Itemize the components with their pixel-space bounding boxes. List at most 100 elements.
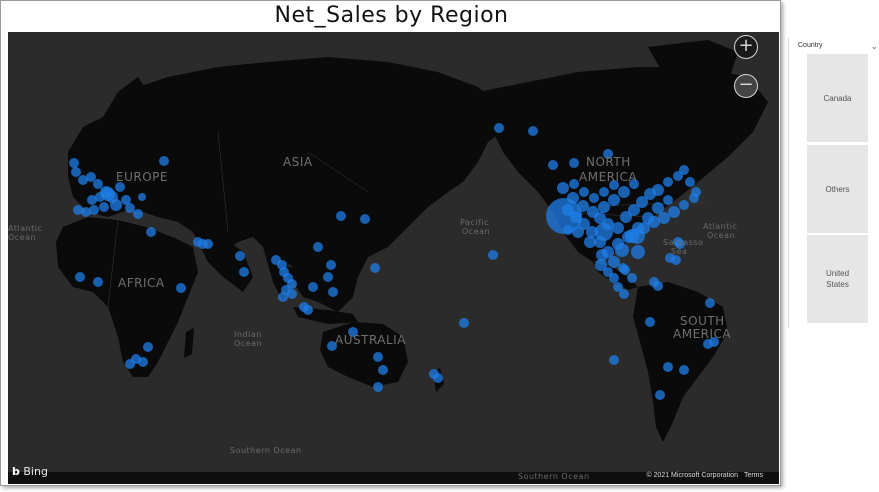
sales-bubble[interactable] [303,305,313,315]
chevron-down-icon[interactable]: ⌄ [870,41,878,51]
sales-bubble[interactable] [663,177,673,187]
sales-bubble[interactable] [360,214,370,224]
sales-bubble[interactable] [99,202,109,212]
sales-bubble[interactable] [313,242,323,252]
map-canvas[interactable]: ASIA EUROPE AFRICA NORTH AMERICA SOUTH A… [8,32,779,484]
sales-bubble[interactable] [459,318,469,328]
sales-bubble[interactable] [287,289,297,299]
sales-bubble[interactable] [131,354,141,364]
sales-bubble[interactable] [653,281,663,291]
sales-bubble[interactable] [87,195,97,205]
sales-bubble[interactable] [658,212,670,224]
sales-bubble[interactable] [86,172,96,182]
sales-bubble[interactable] [668,206,680,218]
sales-bubble[interactable] [671,255,681,265]
sales-bubble[interactable] [557,182,569,194]
sales-bubble[interactable] [278,292,288,302]
sales-bubble[interactable] [596,249,608,261]
sales-bubble[interactable] [629,179,639,189]
sales-bubble[interactable] [567,192,579,204]
sales-bubble[interactable] [612,222,624,234]
sales-bubble[interactable] [703,339,713,349]
sales-bubble[interactable] [378,365,388,375]
sales-bubble[interactable] [239,267,249,277]
sales-bubble[interactable] [584,236,596,248]
sales-bubble[interactable] [620,265,630,275]
sales-bubble[interactable] [652,184,664,196]
sales-bubble[interactable] [586,226,598,238]
zoom-out-button[interactable]: − [734,74,758,98]
sales-bubble[interactable] [336,211,346,221]
sales-bubble[interactable] [679,165,689,175]
slicer-option-others[interactable]: Others [807,145,868,233]
sales-bubble[interactable] [326,260,336,270]
sales-bubble[interactable] [89,205,99,215]
sales-bubble[interactable] [603,149,613,159]
sales-bubble[interactable] [69,158,79,168]
sales-bubble[interactable] [125,203,135,213]
sales-bubble[interactable] [663,195,673,205]
sales-bubble[interactable] [327,341,337,351]
sales-bubble[interactable] [705,298,715,308]
slicer-option-united-states[interactable]: United States [807,235,868,323]
sales-bubble[interactable] [595,223,613,241]
sales-bubble[interactable] [373,382,383,392]
sales-bubble[interactable] [620,211,632,223]
sales-bubble[interactable] [78,175,88,185]
sales-bubble[interactable] [569,158,579,168]
sales-bubble[interactable] [95,192,105,202]
sales-bubble[interactable] [115,182,125,192]
sales-bubble[interactable] [488,250,498,260]
sales-bubble[interactable] [645,317,655,327]
sales-bubble[interactable] [631,245,645,259]
sales-bubble[interactable] [146,227,156,237]
terms-link[interactable]: Terms [743,472,763,479]
sales-bubble[interactable] [629,228,645,244]
sales-bubble[interactable] [348,327,358,337]
sales-bubble[interactable] [598,201,610,213]
sales-bubble[interactable] [159,156,169,166]
sales-bubble[interactable] [203,239,213,249]
sales-bubble[interactable] [679,200,689,210]
sales-bubble[interactable] [373,352,383,362]
sales-bubble[interactable] [570,211,582,223]
zoom-in-button[interactable]: + [734,35,758,59]
sales-bubble[interactable] [562,204,574,216]
slicer-option-canada[interactable]: Canada [807,54,868,142]
sales-bubble[interactable] [577,200,589,212]
sales-bubble[interactable] [609,180,619,190]
sales-bubble[interactable] [652,202,664,214]
sales-bubble[interactable] [93,179,103,189]
sales-bubble[interactable] [528,126,538,136]
sales-bubble[interactable] [679,365,689,375]
sales-bubble[interactable] [73,205,83,215]
sales-bubble[interactable] [110,199,122,211]
sales-bubble[interactable] [579,187,589,197]
slicer-header[interactable]: Country ⌄ [798,41,878,53]
sales-bubble[interactable] [628,204,640,216]
sales-bubble[interactable] [323,272,333,282]
sales-bubble[interactable] [143,342,153,352]
sales-bubble[interactable] [370,263,380,273]
sales-bubble[interactable] [595,259,607,271]
sales-bubble[interactable] [572,226,584,238]
sales-bubble[interactable] [619,289,629,299]
sales-bubble[interactable] [75,272,85,282]
sales-bubble[interactable] [93,277,103,287]
sales-bubble[interactable] [599,187,609,197]
sales-bubble[interactable] [685,177,695,187]
sales-bubble[interactable] [655,390,665,400]
sales-bubble[interactable] [613,282,623,292]
sales-bubble[interactable] [138,193,146,201]
sales-bubble[interactable] [609,273,619,283]
sales-bubble[interactable] [689,193,699,203]
sales-bubble[interactable] [81,207,91,217]
sales-bubble[interactable] [548,160,558,170]
sales-bubble[interactable] [627,273,637,283]
sales-bubble[interactable] [433,373,443,383]
sales-bubble[interactable] [133,209,143,219]
sales-bubble[interactable] [71,167,81,177]
sales-bubble[interactable] [563,225,573,235]
sales-bubble[interactable] [308,282,318,292]
sales-bubble[interactable] [648,216,660,228]
